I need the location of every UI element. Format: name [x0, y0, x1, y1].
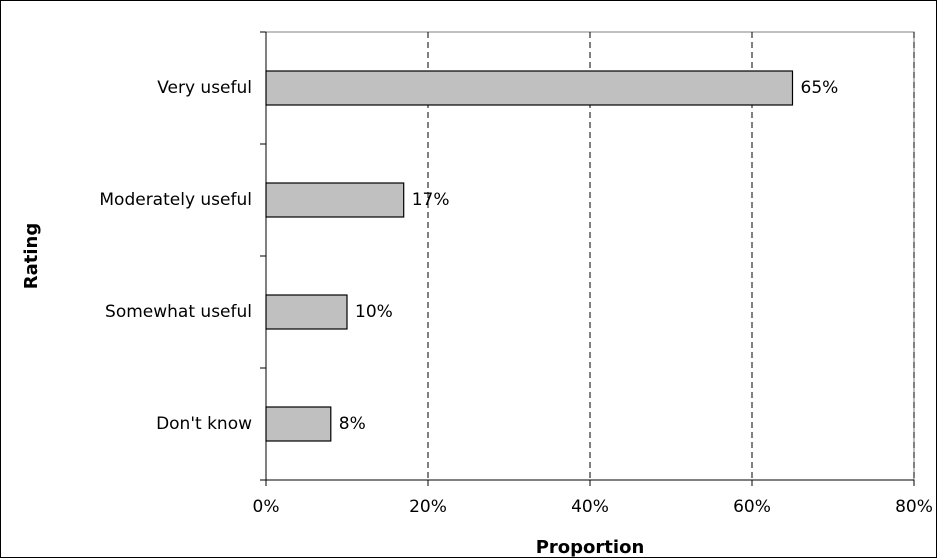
y-tick-label: Don't know: [156, 414, 252, 434]
y-tick-label: Somewhat useful: [105, 302, 252, 322]
y-axis-title: Rating: [21, 223, 42, 289]
bar: [265, 70, 794, 106]
y-tick-label: Moderately useful: [99, 190, 252, 210]
x-tick-label: 40%: [571, 497, 609, 517]
x-tick-label: 20%: [409, 497, 447, 517]
bar: [265, 406, 332, 442]
y-tick-label: Very useful: [157, 78, 252, 98]
value-label: 10%: [355, 302, 393, 322]
value-label: 8%: [339, 414, 366, 434]
value-label: 65%: [801, 78, 839, 98]
bar: [265, 294, 348, 330]
value-label: 17%: [412, 190, 450, 210]
x-tick-label: 0%: [253, 497, 280, 517]
x-axis-title: Proportion: [536, 537, 645, 558]
x-tick-label: 60%: [733, 497, 771, 517]
x-tick-label: 80%: [895, 497, 933, 517]
bar: [265, 182, 405, 218]
